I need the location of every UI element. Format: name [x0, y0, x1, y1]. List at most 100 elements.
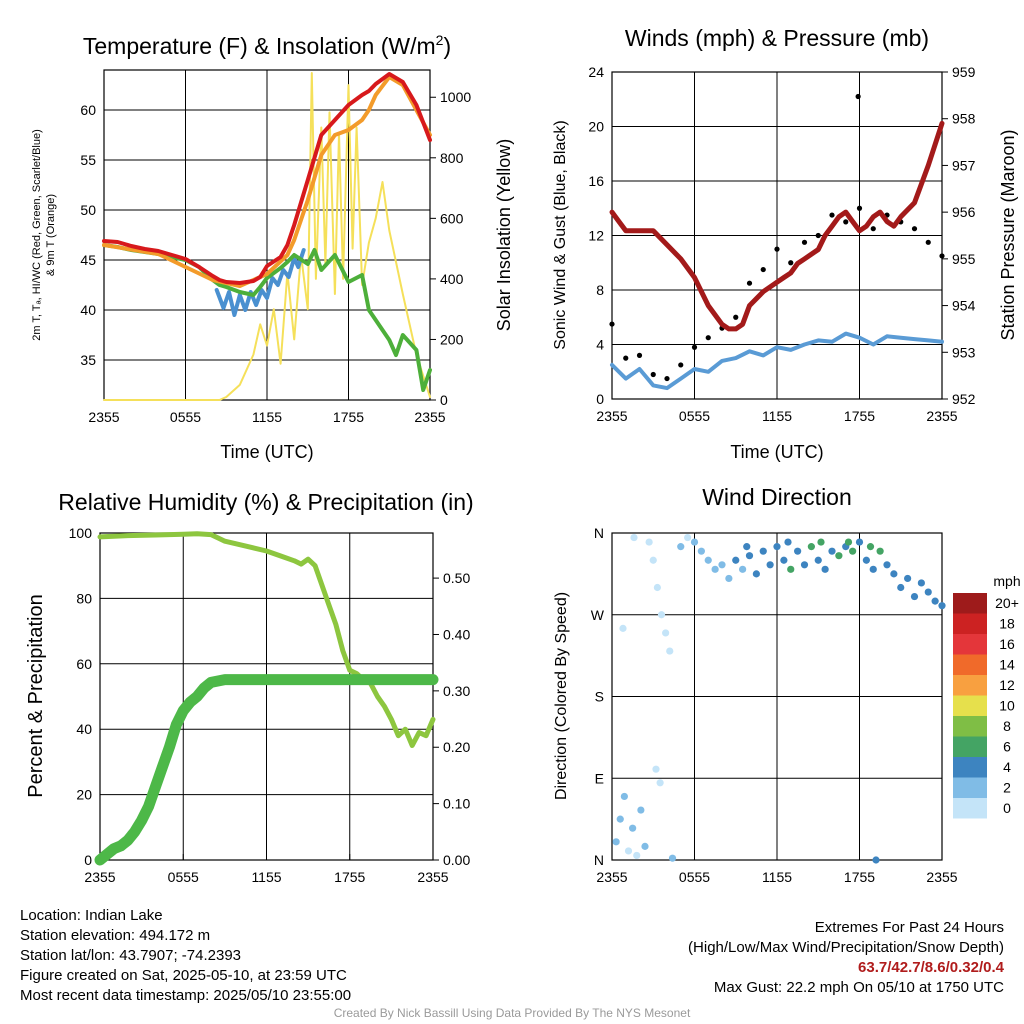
- legend-swatch: [953, 736, 987, 757]
- direction-point: [690, 538, 699, 546]
- legend-label: 8: [1003, 718, 1011, 734]
- y2-tick-label: 200: [440, 331, 464, 347]
- x-tick-label: 0555: [170, 409, 201, 425]
- y-tick-label: 100: [69, 525, 93, 541]
- series-line-pressure: [609, 120, 945, 332]
- extremes-title: Extremes For Past 24 Hours: [814, 919, 1004, 936]
- gust-point: [911, 226, 918, 232]
- y2-tick-label: 0.40: [443, 626, 470, 642]
- y-tick-label: 16: [588, 173, 604, 189]
- x-tick-label: 1155: [762, 869, 792, 885]
- y2-tick-label: 800: [440, 150, 464, 166]
- legend-title: mph: [993, 573, 1020, 589]
- x-tick-label: 2355: [88, 409, 119, 425]
- max-gust-point: [855, 93, 861, 100]
- x-tick-label: 1155: [251, 869, 281, 885]
- y-tick-label: 40: [76, 721, 92, 737]
- x-tick-label: 2355: [84, 869, 115, 885]
- direction-point: [773, 543, 781, 551]
- gust-point: [705, 335, 711, 341]
- direction-point: [725, 574, 733, 583]
- direction-point: [931, 597, 939, 605]
- series-line-9mt: [102, 75, 432, 288]
- max-gust-text: Max Gust: 22.2 mph On 05/10 at 1750 UTC: [713, 979, 1004, 996]
- legend-swatch: [953, 798, 987, 819]
- direction-point: [684, 533, 692, 542]
- direction-point: [924, 588, 932, 596]
- x-tick-label: 2355: [926, 869, 957, 885]
- direction-point: [637, 806, 645, 814]
- x-tick-label: 2355: [596, 869, 627, 885]
- y-tick-label: 35: [80, 352, 96, 368]
- y-tick-label: 60: [80, 102, 96, 118]
- y-tick-label: W: [591, 607, 605, 623]
- legend-label: 16: [999, 636, 1015, 652]
- y2-tick-label: 957: [952, 157, 976, 173]
- plot-frame: [103, 69, 431, 401]
- gust-point: [609, 321, 615, 327]
- x-tick-label: 1755: [844, 408, 875, 424]
- gust-point: [829, 212, 835, 218]
- direction-point: [766, 561, 774, 569]
- extremes-info: Extremes For Past 24 Hours (High/Low/Max…: [688, 918, 1004, 998]
- direction-point: [624, 847, 633, 855]
- y2-tick-label: 0.50: [443, 570, 470, 586]
- series-line-2mt: [102, 72, 432, 285]
- direction-point: [697, 547, 705, 555]
- y-tick-label: 0: [84, 852, 92, 868]
- direction-point: [711, 565, 719, 573]
- direction-point: [616, 815, 624, 823]
- y-axis-label: Percent & Precipitation: [25, 594, 47, 797]
- y-tick-label: S: [595, 689, 604, 705]
- direction-point: [752, 570, 760, 578]
- direction-point: [883, 561, 891, 569]
- legend-label: 12: [999, 677, 1015, 693]
- legend-label: 20+: [995, 595, 1019, 611]
- y2-tick-label: 955: [952, 251, 976, 267]
- series-line-sonic-wind: [610, 331, 944, 391]
- direction-point: [668, 854, 677, 862]
- direction-point: [862, 556, 870, 564]
- y-tick-label: 12: [588, 228, 604, 244]
- legend-label: 14: [999, 657, 1015, 673]
- legend-label: 0: [1003, 800, 1011, 816]
- direction-point: [904, 574, 912, 583]
- y-tick-label: N: [594, 852, 604, 868]
- plot-frame: [611, 532, 943, 861]
- x-tick-label: 2355: [417, 869, 448, 885]
- direction-point: [807, 543, 815, 551]
- direction-point: [745, 552, 754, 560]
- legend-swatch: [953, 695, 987, 716]
- legend-swatch: [953, 757, 987, 778]
- y-tick-label: 8: [596, 282, 604, 298]
- direction-point: [817, 538, 825, 546]
- station-info: Location: Indian Lake Station elevation:…: [20, 906, 351, 1006]
- legend-swatch: [953, 634, 987, 655]
- gust-point: [664, 375, 670, 382]
- direction-point: [633, 851, 641, 860]
- direction-point: [855, 538, 864, 546]
- direction-point: [787, 565, 795, 573]
- y-tick-label: 55: [80, 152, 96, 168]
- direction-point: [743, 543, 751, 551]
- y2-tick-label: 600: [440, 210, 464, 226]
- x-tick-label: 1755: [844, 869, 875, 885]
- direction-point: [910, 592, 919, 601]
- created-text: Figure created on Sat, 2025-05-10, at 23…: [20, 967, 347, 984]
- x-axis-label: Time (UTC): [220, 442, 313, 462]
- legend-swatch: [953, 777, 987, 798]
- y-tick-label: 80: [76, 590, 92, 606]
- extremes-subtitle: (High/Low/Max Wind/Precipitation/Snow De…: [688, 939, 1004, 956]
- direction-point: [872, 856, 880, 864]
- legend-swatch: [953, 716, 987, 737]
- y2-tick-label: 0.10: [443, 796, 470, 812]
- legend-label: 2: [1003, 780, 1011, 796]
- direction-point: [814, 556, 822, 564]
- gust-point: [870, 226, 876, 232]
- gust-point: [623, 355, 629, 361]
- series-line-relative-humidity: [97, 531, 436, 748]
- direction-point: [897, 583, 905, 592]
- direction-point: [718, 561, 726, 569]
- direction-point: [849, 547, 857, 555]
